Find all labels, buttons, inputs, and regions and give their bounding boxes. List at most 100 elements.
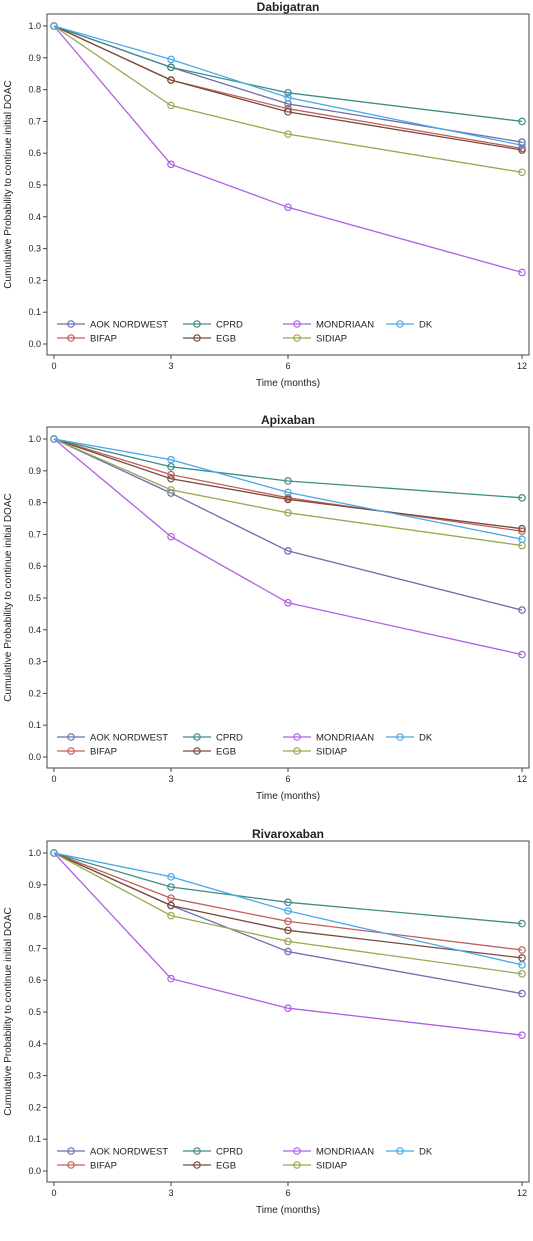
data-point (167, 873, 175, 881)
data-point (284, 917, 292, 926)
legend-swatch-marker (67, 733, 75, 741)
data-point (518, 535, 526, 543)
y-tick-label: 0.3 (28, 1071, 41, 1081)
legend-entry: CPRD (216, 320, 243, 331)
x-tick-label: 0 (51, 361, 56, 371)
y-axis-label: Cumulative Probability to continue initi… (3, 907, 14, 1115)
y-tick-label: 0.6 (28, 975, 41, 985)
legend-entry: EGB (216, 1161, 236, 1172)
legend-entry: SIDIAP (316, 747, 347, 758)
legend-swatch-marker (396, 320, 404, 328)
data-point (284, 88, 292, 97)
y-tick-label: 0.6 (28, 561, 41, 571)
x-tick-label: 3 (168, 1188, 173, 1198)
data-point (284, 488, 292, 497)
y-tick-label: 0.8 (28, 498, 41, 508)
legend-swatch-marker (193, 320, 201, 328)
data-point (284, 547, 292, 555)
data-point (518, 268, 526, 277)
x-tick-label: 0 (51, 1188, 56, 1198)
x-tick-label: 12 (517, 361, 527, 371)
data-point (518, 946, 526, 954)
data-point (167, 883, 175, 891)
y-tick-label: 0.1 (28, 720, 41, 730)
y-tick-label: 0.4 (28, 625, 41, 635)
data-point (518, 650, 526, 659)
legend-swatch-marker (193, 1161, 201, 1169)
data-point (284, 477, 292, 485)
legend-swatch-marker (396, 1147, 404, 1155)
data-point (167, 894, 175, 902)
series-line (53, 25, 523, 151)
y-tick-label: 0.5 (28, 180, 41, 190)
data-point (167, 974, 175, 983)
plot-frame (46, 13, 530, 356)
legend-entry: DK (419, 320, 433, 331)
legend-entry: MONDRIAAN (316, 320, 374, 331)
chart-svg: Dabigatran 0.0 0.1 0.2 0.3 0.4 0.5 0.6 0.7 0.8 0.9… (3, 0, 530, 389)
x-tick-label: 3 (168, 774, 173, 784)
x-axis-label: Time (months) (256, 791, 320, 802)
series-line (53, 25, 523, 123)
series-line (53, 438, 523, 499)
data-point (284, 93, 292, 102)
data-point (167, 160, 175, 169)
data-point (518, 989, 526, 998)
legend-entry: DK (419, 1147, 433, 1158)
series-line (53, 852, 523, 951)
series-line (53, 852, 523, 959)
series-line (53, 438, 523, 611)
series-line (53, 438, 523, 540)
data-point (50, 435, 58, 443)
x-tick-label: 0 (51, 774, 56, 784)
series-line (53, 438, 523, 547)
chart-title: Apixaban (261, 413, 315, 427)
y-tick-label: 0.0 (28, 339, 41, 349)
legend-entry: EGB (216, 334, 236, 345)
y-tick-label: 0.9 (28, 53, 41, 63)
data-point (518, 117, 526, 126)
legend-entry: CPRD (216, 1147, 243, 1158)
data-point (167, 63, 175, 72)
series-line (53, 438, 523, 656)
data-point (518, 494, 526, 502)
data-point (167, 470, 175, 479)
y-tick-label: 0.3 (28, 657, 41, 667)
data-point (284, 130, 292, 138)
y-tick-label: 0.9 (28, 880, 41, 890)
data-point (284, 898, 292, 907)
dabigatran-panel: Dabigatran 0.0 0.1 0.2 0.3 0.4 0.5 0.6 0.7 0.8 0.9… (0, 0, 533, 413)
data-point (518, 146, 526, 154)
chart-title: Rivaroxaban (252, 827, 324, 841)
data-point (518, 524, 526, 533)
legend-swatch-marker (67, 320, 75, 328)
x-tick-label: 12 (517, 774, 527, 784)
x-tick-label: 6 (285, 1188, 290, 1198)
legend-entry: BIFAP (90, 747, 117, 758)
data-point (284, 907, 292, 915)
y-tick-label: 0.2 (28, 688, 41, 698)
y-tick-label: 0.0 (28, 1166, 41, 1176)
y-tick-label: 0.9 (28, 466, 41, 476)
data-point (50, 22, 58, 30)
data-point (284, 108, 292, 116)
data-point (518, 168, 526, 177)
data-point (284, 947, 292, 956)
data-point (284, 598, 292, 607)
chart-title: Dabigatran (257, 0, 320, 14)
x-tick-label: 6 (285, 774, 290, 784)
data-point (284, 203, 292, 212)
y-tick-label: 0.7 (28, 116, 41, 126)
legend-swatch-marker (67, 747, 75, 755)
y-tick-label: 0.7 (28, 943, 41, 953)
y-tick-label: 0.5 (28, 593, 41, 603)
legend-swatch-marker (293, 747, 301, 755)
data-point (167, 486, 175, 494)
data-point (284, 937, 292, 946)
legend-swatch-marker (67, 1161, 75, 1169)
legend-entry: BIFAP (90, 1161, 117, 1172)
rivaroxaban-panel: Rivaroxaban 0.0 0.1 0.2 0.3 0.4 0.5 0.6 0.7 0.8 0.… (0, 827, 533, 1241)
legend-swatch-marker (193, 1147, 201, 1155)
data-point (167, 101, 175, 110)
legend-entry: AOK NORDWEST (90, 1147, 168, 1158)
